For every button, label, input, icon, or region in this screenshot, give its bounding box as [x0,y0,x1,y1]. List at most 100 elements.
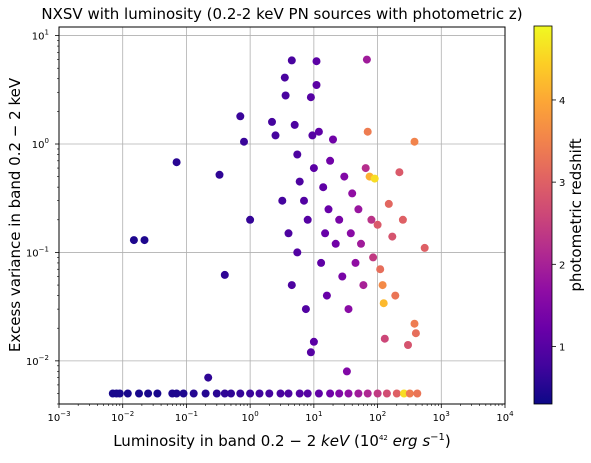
data-point [326,389,335,398]
data-point [404,341,412,349]
data-point [303,215,312,224]
data-point [287,56,296,65]
y-tick-layer: 10−2 10−1 100 101 [26,29,59,405]
colorbar-tick-label: 2 [559,260,565,271]
data-point [338,272,347,281]
data-point [246,215,255,224]
data-point [363,127,372,136]
grid-layer [58,27,506,404]
data-point [322,291,331,300]
data-point [340,172,349,181]
data-point [382,389,391,398]
data-point [220,270,229,279]
y-tick-label: 101 [32,29,49,43]
data-point [300,196,308,205]
y-axis-label: Excess variance in band 0.2 − 2 keV [6,77,24,352]
data-point [309,164,318,173]
data-point [293,150,302,159]
data-point [290,120,299,129]
data-point [346,229,355,238]
colorbar-label: photometric redshift [567,138,585,291]
data-point [179,389,188,398]
y-tick-label: 10−2 [26,354,49,368]
x-tick-label: 101 [305,410,322,424]
data-point [369,253,378,262]
data-point [301,305,310,314]
data-point [287,281,296,290]
data-point [324,205,333,214]
data-point [306,93,315,102]
data-point [129,236,138,245]
data-point [384,199,393,208]
data-point [420,243,429,252]
data-point [344,389,353,398]
x-tick-layer: 10−3 10−2 10−1 100 101 102 103 104 [47,404,514,424]
data-point [265,389,274,398]
data-point [319,183,328,192]
data-point [361,164,370,173]
points-layer [108,55,429,398]
colorbar-tick-label: 3 [559,178,565,189]
data-point [227,389,235,398]
data-point [413,389,422,398]
colorbar-tick-label: 1 [559,342,565,353]
data-point [370,174,379,183]
data-point [306,348,315,357]
data-point [373,389,382,398]
data-point [204,373,213,382]
data-point [391,291,400,300]
data-point [293,248,302,257]
data-point [362,55,371,64]
data-point [115,389,124,398]
data-point [351,258,360,267]
data-point [295,177,304,186]
data-point [140,236,149,245]
data-point [308,131,317,140]
data-point [309,337,318,346]
data-point [357,239,365,248]
data-point [410,137,419,146]
x-tick-label: 102 [369,410,386,424]
data-point [395,168,404,177]
data-point [278,196,287,205]
data-point [280,73,289,82]
data-point [359,281,368,290]
data-point [281,91,290,100]
data-point [376,265,385,274]
data-point [373,220,382,229]
data-point [335,389,344,398]
data-point [123,389,132,398]
data-point [153,389,162,398]
data-point [388,232,397,241]
data-point [172,158,181,167]
data-point [246,389,255,398]
data-point [240,137,248,146]
x-axis-label: Luminosity in band 0.2 − 2 keV (1042 erg… [113,432,451,450]
data-point [220,389,229,398]
data-point [367,215,376,224]
colorbar-tick-label: 4 [559,96,565,107]
data-point [236,389,245,398]
data-point [271,131,280,140]
data-point [405,389,414,398]
data-point [326,156,335,165]
data-point [392,389,401,398]
colorbar-tick-layer: 1 2 3 4 [552,96,565,353]
data-point [398,215,407,224]
x-tick-label: 10−2 [111,410,134,424]
colorbar [533,25,553,405]
data-point [314,127,323,136]
data-point [363,389,372,398]
data-point [400,389,408,398]
x-tick-label: 10−3 [47,410,70,424]
chart-title: NXSV with luminosity (0.2-2 keV PN sourc… [41,5,522,23]
data-point [268,117,276,126]
data-point [329,135,337,144]
data-point [348,189,357,198]
x-tick-label: 10−1 [175,410,198,424]
data-point [335,215,344,224]
data-point [312,81,321,89]
data-point [379,299,388,308]
data-point [201,389,210,398]
